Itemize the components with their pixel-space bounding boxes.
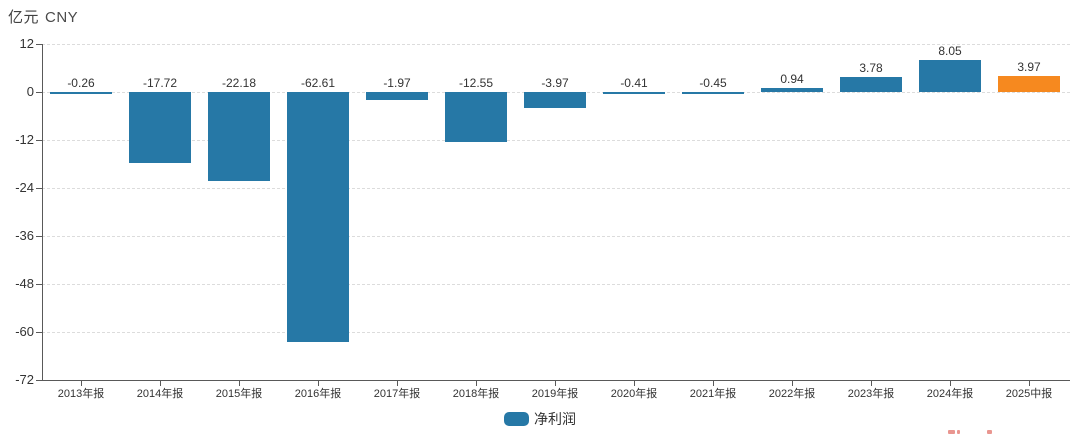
bar-0[interactable]: [50, 92, 112, 94]
bar-3[interactable]: [287, 92, 349, 343]
y-axis-tick: [36, 140, 42, 141]
bar-value-label: 3.97: [1017, 60, 1041, 75]
bar-8[interactable]: [682, 92, 744, 94]
y-axis-tick: [36, 188, 42, 189]
axis-unit-label: 亿元 CNY: [8, 6, 78, 27]
x-axis-tick: [397, 380, 398, 386]
bar-value-label: -0.41: [620, 76, 648, 90]
bar-11[interactable]: [919, 59, 981, 92]
y-axis-label: 0: [26, 84, 34, 99]
y-axis-label: -12: [15, 132, 34, 147]
x-axis-tick: [239, 380, 240, 386]
gridline: [42, 188, 1070, 189]
y-axis-label: -24: [15, 180, 34, 195]
bar-value-label: -0.26: [67, 76, 95, 90]
bar-12[interactable]: [998, 76, 1060, 92]
bar-value-label: -3.97: [541, 76, 569, 90]
gridline: [42, 332, 1070, 333]
x-axis-label: 2016年报: [294, 388, 342, 400]
x-axis-tick: [81, 380, 82, 386]
x-axis-tick: [871, 380, 872, 386]
x-axis-label: 2018年报: [452, 388, 500, 400]
x-axis-tick: [476, 380, 477, 386]
gridline: [42, 44, 1070, 45]
x-axis-label: 2021年报: [689, 388, 737, 400]
legend-label: 净利润: [534, 411, 576, 427]
x-axis-tick: [950, 380, 951, 386]
bar-9[interactable]: [761, 88, 823, 92]
bar-1[interactable]: [129, 92, 191, 163]
bar-2[interactable]: [208, 92, 270, 181]
x-axis-label: 2014年报: [136, 388, 184, 400]
y-axis-tick: [36, 92, 42, 93]
y-axis-line: [42, 44, 43, 380]
bar-value-label: -17.72: [142, 76, 178, 90]
bar-value-label: 0.94: [780, 72, 804, 87]
legend-item-net-profit[interactable]: 净利润: [504, 409, 576, 429]
legend-swatch-icon: [504, 412, 529, 426]
x-axis-tick: [555, 380, 556, 386]
x-axis-label: 2023年报: [847, 388, 895, 400]
x-axis-label: 2019年报: [531, 388, 579, 400]
bar-value-label: -0.45: [699, 76, 727, 90]
y-axis-tick: [36, 284, 42, 285]
bar-4[interactable]: [366, 92, 428, 100]
y-axis-tick: [36, 44, 42, 45]
bar-6[interactable]: [524, 92, 586, 108]
y-axis-label: 12: [19, 36, 34, 51]
legend: 净利润: [504, 409, 576, 429]
y-axis-label: -60: [15, 324, 34, 339]
bar-value-label: -1.97: [383, 76, 411, 90]
x-axis-tick: [713, 380, 714, 386]
bar-value-label: -22.18: [221, 76, 257, 90]
x-axis-tick: [792, 380, 793, 386]
unit-label-cn: 亿元: [8, 9, 40, 26]
y-axis-label: -48: [15, 276, 34, 291]
x-axis-label: 2017年报: [373, 388, 421, 400]
y-axis-label: -72: [15, 372, 34, 387]
bar-value-label: 8.05: [938, 43, 962, 58]
bar-10[interactable]: [840, 76, 902, 92]
unit-label-currency: CNY: [45, 9, 79, 26]
x-axis-label: 2024年报: [926, 388, 974, 400]
y-axis-tick: [36, 380, 42, 381]
x-axis-label: 2020年报: [610, 388, 658, 400]
x-axis-label: 2025中报: [1005, 388, 1053, 400]
x-axis-line: [42, 380, 1070, 381]
x-axis-label: 2015年报: [215, 388, 263, 400]
x-axis-tick: [1029, 380, 1030, 386]
x-axis-label: 2013年报: [57, 388, 105, 400]
bar-5[interactable]: [445, 92, 507, 143]
gridline: [42, 140, 1070, 141]
bar-7[interactable]: [603, 92, 665, 94]
bar-value-label: -12.55: [458, 76, 494, 90]
bar-value-label: 3.78: [859, 60, 883, 75]
x-axis-tick: [634, 380, 635, 386]
y-axis-tick: [36, 332, 42, 333]
x-axis-label: 2022年报: [768, 388, 816, 400]
x-axis-tick: [318, 380, 319, 386]
gridline: [42, 236, 1070, 237]
y-axis-label: -36: [15, 228, 34, 243]
x-axis-tick: [160, 380, 161, 386]
y-axis-tick: [36, 236, 42, 237]
gridline: [42, 284, 1070, 285]
bar-value-label: -62.61: [300, 76, 336, 90]
